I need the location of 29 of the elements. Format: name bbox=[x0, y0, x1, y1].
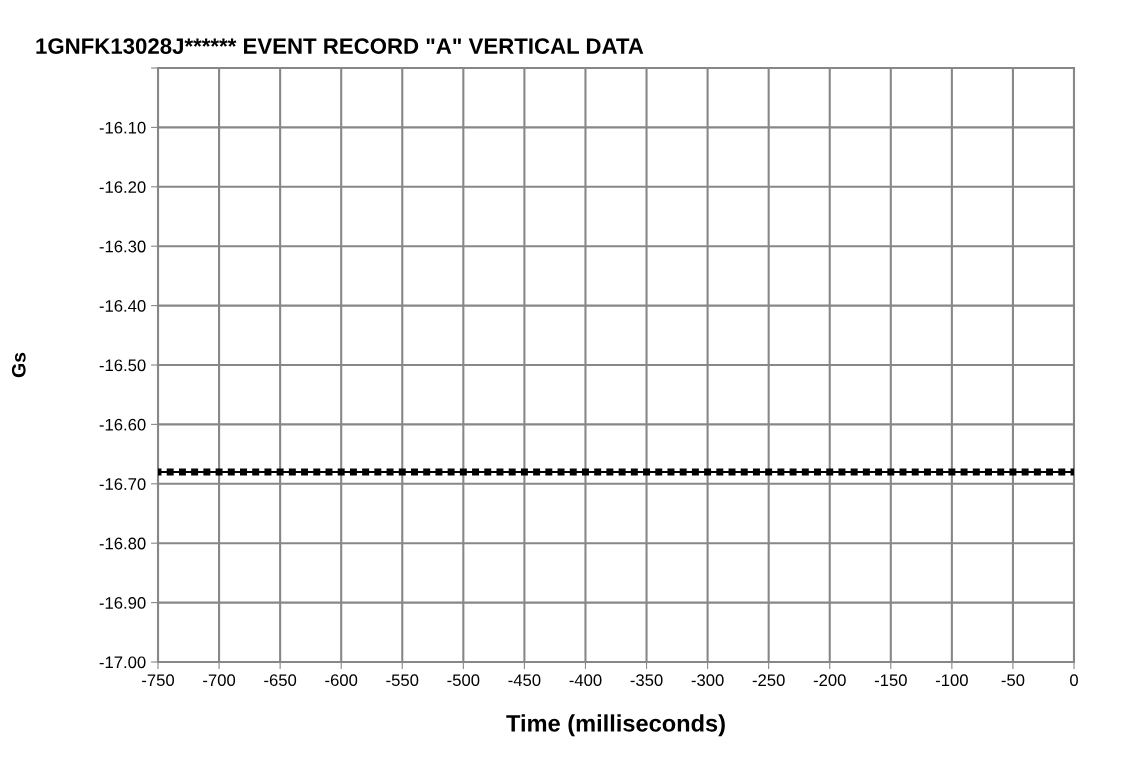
x-tick-label: -700 bbox=[203, 674, 236, 687]
x-tick-label: -350 bbox=[630, 674, 663, 687]
x-tick-label: -600 bbox=[325, 674, 358, 687]
y-tick-label: -17.00 bbox=[99, 656, 146, 669]
x-tick-label: -400 bbox=[569, 674, 602, 687]
y-tick-label: -16.50 bbox=[99, 359, 146, 372]
x-tick-label: -250 bbox=[752, 674, 785, 687]
x-tick-label: -100 bbox=[935, 674, 968, 687]
x-tick-label: -550 bbox=[386, 674, 419, 687]
y-tick-label: -16.60 bbox=[99, 418, 146, 431]
x-tick-label: -450 bbox=[508, 674, 541, 687]
x-tick-label: -750 bbox=[142, 674, 175, 687]
x-tick-label: -650 bbox=[264, 674, 297, 687]
chart-title: 1GNFK13028J****** EVENT RECORD "A" VERTICAL DATA bbox=[36, 38, 644, 54]
x-tick-label: -200 bbox=[813, 674, 846, 687]
x-axis-title: Time (milliseconds) bbox=[506, 714, 725, 737]
y-axis-title: Gs bbox=[11, 352, 26, 378]
y-tick-label: -16.70 bbox=[99, 478, 146, 490]
y-tick-label: -16.80 bbox=[99, 537, 146, 550]
x-tick-label: -300 bbox=[691, 674, 724, 687]
x-tick-label: 0 bbox=[1070, 674, 1078, 687]
y-tick-label: -16.10 bbox=[99, 121, 146, 134]
y-tick-label: -16.40 bbox=[99, 300, 146, 312]
x-tick-label: -150 bbox=[874, 674, 907, 687]
y-tick-label: -16.20 bbox=[99, 181, 146, 193]
x-tick-label: -50 bbox=[1001, 674, 1025, 687]
y-tick-label: -16.30 bbox=[99, 240, 146, 253]
y-tick-label: -16.90 bbox=[99, 597, 146, 609]
x-tick-label: -500 bbox=[447, 674, 480, 687]
